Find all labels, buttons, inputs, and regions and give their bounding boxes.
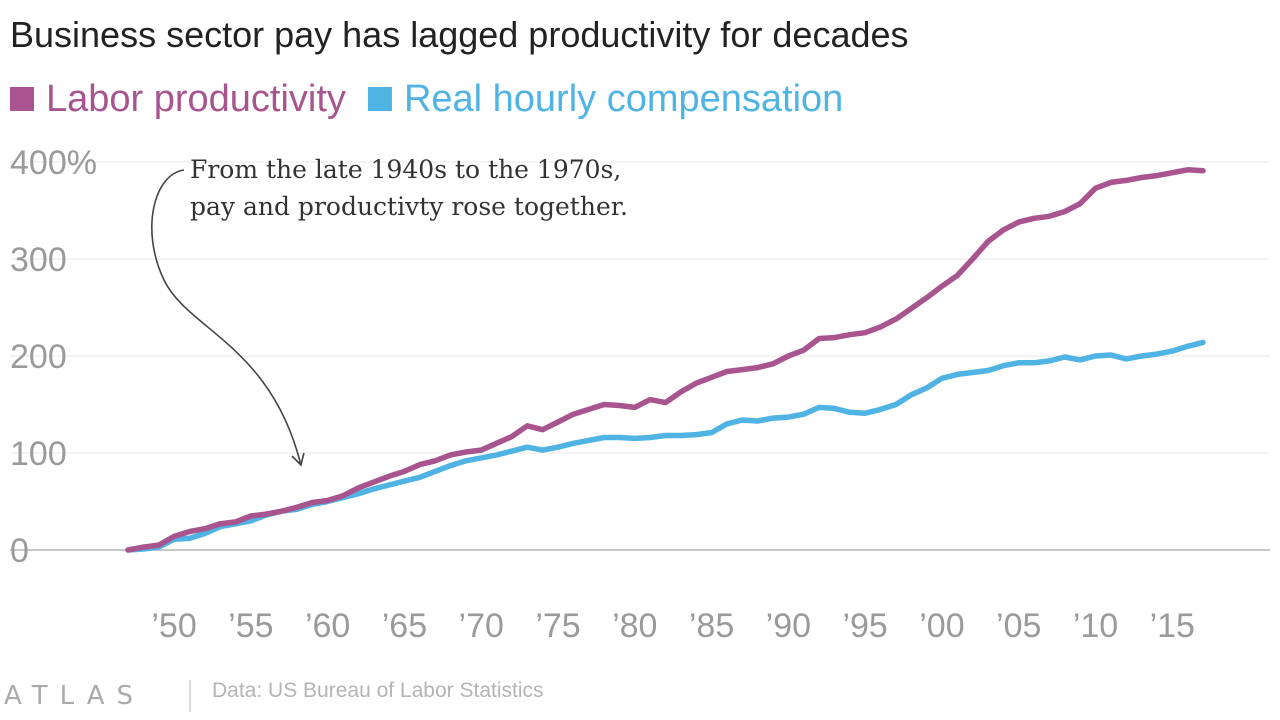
x-tick-1955: ’55 <box>228 607 273 645</box>
x-tick-1975: ’75 <box>535 607 580 645</box>
series-line-0 <box>125 167 1206 553</box>
x-tick-2000: ’00 <box>919 607 964 645</box>
annotation: From the late 1940s to the 1970s, pay an… <box>151 155 628 467</box>
series-line-1 <box>125 339 1206 553</box>
legend-label-0: Labor productivity <box>46 78 346 120</box>
x-tick-1985: ’85 <box>689 607 734 645</box>
atlas-logo: ATLAS <box>4 681 145 711</box>
y-tick-300: 300 <box>10 241 67 279</box>
x-tick-1965: ’65 <box>382 607 427 645</box>
x-tick-1970: ’70 <box>459 607 504 645</box>
series-lines <box>125 167 1206 553</box>
x-axis: ’50 ’55 ’60 ’65 ’70 ’75 ’80 ’85 ’90 ’95 ’00 ’05 ’10 ’… <box>151 607 1195 645</box>
annotation-line-1: From the late 1940s to the 1970s, <box>190 155 621 184</box>
legend-swatch-0 <box>10 87 34 111</box>
x-tick-1995: ’95 <box>842 607 887 645</box>
y-tick-100: 100 <box>10 435 67 473</box>
annotation-line-2: pay and productivty rose together. <box>190 192 628 221</box>
y-tick-200: 200 <box>10 338 67 376</box>
legend-label-1: Real hourly compensation <box>404 78 843 120</box>
grid <box>10 161 1270 551</box>
data-source: Data: US Bureau of Labor Statistics <box>212 679 544 702</box>
legend-swatch-1 <box>367 87 392 111</box>
footer: ATLAS Data: US Bureau of Labor Statistic… <box>4 679 544 712</box>
legend: Labor productivity Real hourly compensati… <box>10 78 843 120</box>
x-tick-2010: ’10 <box>1073 607 1118 645</box>
y-axis: 0 100 200 300 400% <box>10 144 97 570</box>
x-tick-1950: ’50 <box>151 607 196 645</box>
y-tick-400: 400% <box>10 144 97 182</box>
annotation-arrow <box>151 169 302 466</box>
x-tick-2005: ’05 <box>996 607 1041 645</box>
y-tick-0: 0 <box>10 532 29 570</box>
x-tick-1990: ’90 <box>766 607 811 645</box>
chart-title: Business sector pay has lagged productiv… <box>10 14 909 55</box>
annotation-arrowhead <box>291 452 305 467</box>
x-tick-2015: ’15 <box>1150 607 1195 645</box>
x-tick-1980: ’80 <box>612 607 657 645</box>
x-tick-1960: ’60 <box>305 607 350 645</box>
